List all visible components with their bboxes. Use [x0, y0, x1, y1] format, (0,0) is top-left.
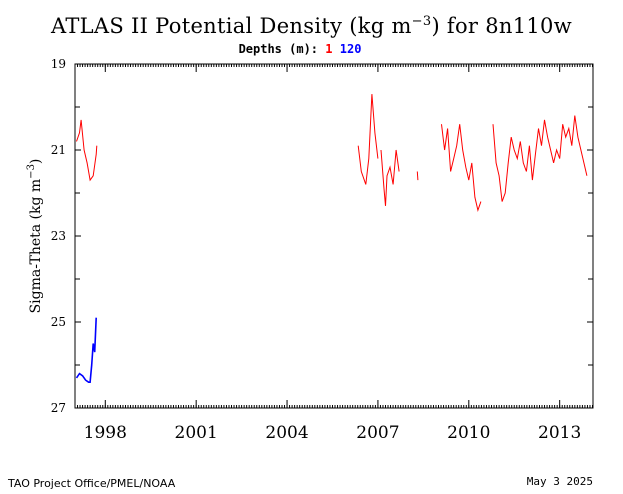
- x-tick-label: 2001: [175, 423, 218, 443]
- series-group: [75, 94, 588, 384]
- title-exponent: −3: [411, 14, 432, 29]
- y-axis-label: Sigma-Theta (kg m−3): [26, 159, 44, 314]
- series-line-120: [75, 317, 97, 384]
- y-axis-label-tail: ): [28, 159, 44, 164]
- y-tick-label: 21: [51, 143, 66, 157]
- x-tick-label: 2007: [356, 423, 399, 443]
- x-tick-label: 2004: [265, 423, 308, 443]
- x-tick-label: 2010: [447, 423, 490, 443]
- footer-credit: TAO Project Office/PMEL/NOAA: [8, 477, 176, 490]
- y-tick-label: 25: [51, 315, 66, 329]
- minor-ticks: [74, 64, 593, 408]
- series-line-1: [76, 119, 98, 182]
- plot-frame: [74, 63, 594, 409]
- y-tick-label: 27: [51, 401, 66, 415]
- x-axis: 1998 2001 2004 2007 2010 2013: [84, 64, 581, 443]
- chart-title: ATLAS II Potential Density (kg m−3) for …: [0, 14, 623, 38]
- x-tick-label: 1998: [84, 423, 127, 443]
- y-axis-label-main: Sigma-Theta (kg m: [28, 179, 44, 314]
- y-axis-label-exponent: −3: [26, 164, 37, 179]
- y-tick-label: 23: [51, 229, 66, 243]
- series-line-1: [441, 124, 482, 212]
- title-tail: ) for 8n110w: [431, 14, 572, 38]
- legend-label: Depths (m):: [238, 42, 319, 56]
- legend-entry-1: 1: [325, 42, 333, 56]
- series-line-1: [357, 94, 379, 185]
- y-axis: 19 21 23 25 27: [51, 57, 593, 415]
- series-line-1: [492, 115, 588, 202]
- legend-entry-120: 120: [339, 42, 362, 56]
- footer-date: May 3 2025: [526, 475, 593, 488]
- series-line-1: [416, 171, 419, 181]
- title-main: ATLAS II Potential Density (kg m: [51, 14, 412, 38]
- series-line-1: [380, 149, 400, 206]
- x-tick-label: 2013: [538, 423, 581, 443]
- y-tick-label: 19: [51, 57, 66, 71]
- depth-legend: Depths (m): 1 120: [0, 42, 600, 56]
